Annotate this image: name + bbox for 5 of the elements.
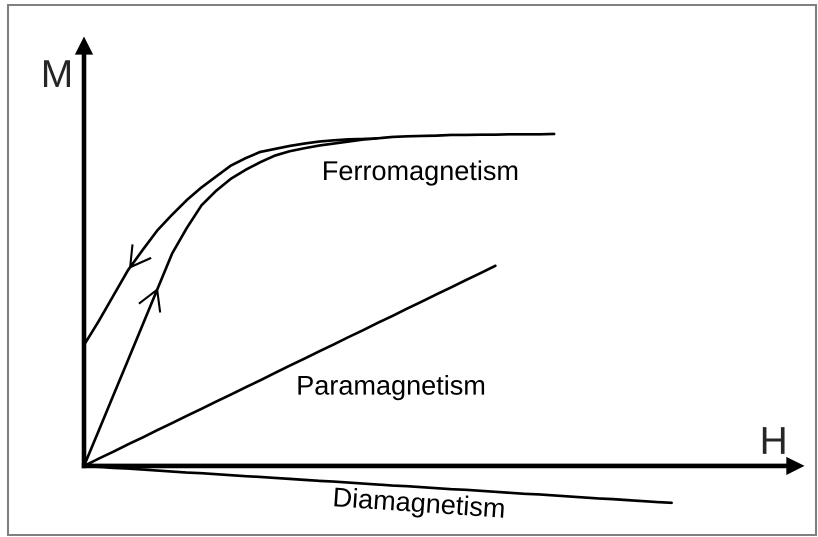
- series-label: Paramagnetism: [298, 374, 484, 400]
- series-label: Ferromagnetism: [324, 160, 518, 186]
- y-axis-title: M: [44, 60, 70, 88]
- series-label: Diamagnetism: [334, 486, 504, 524]
- x-axis-title: H: [762, 427, 785, 454]
